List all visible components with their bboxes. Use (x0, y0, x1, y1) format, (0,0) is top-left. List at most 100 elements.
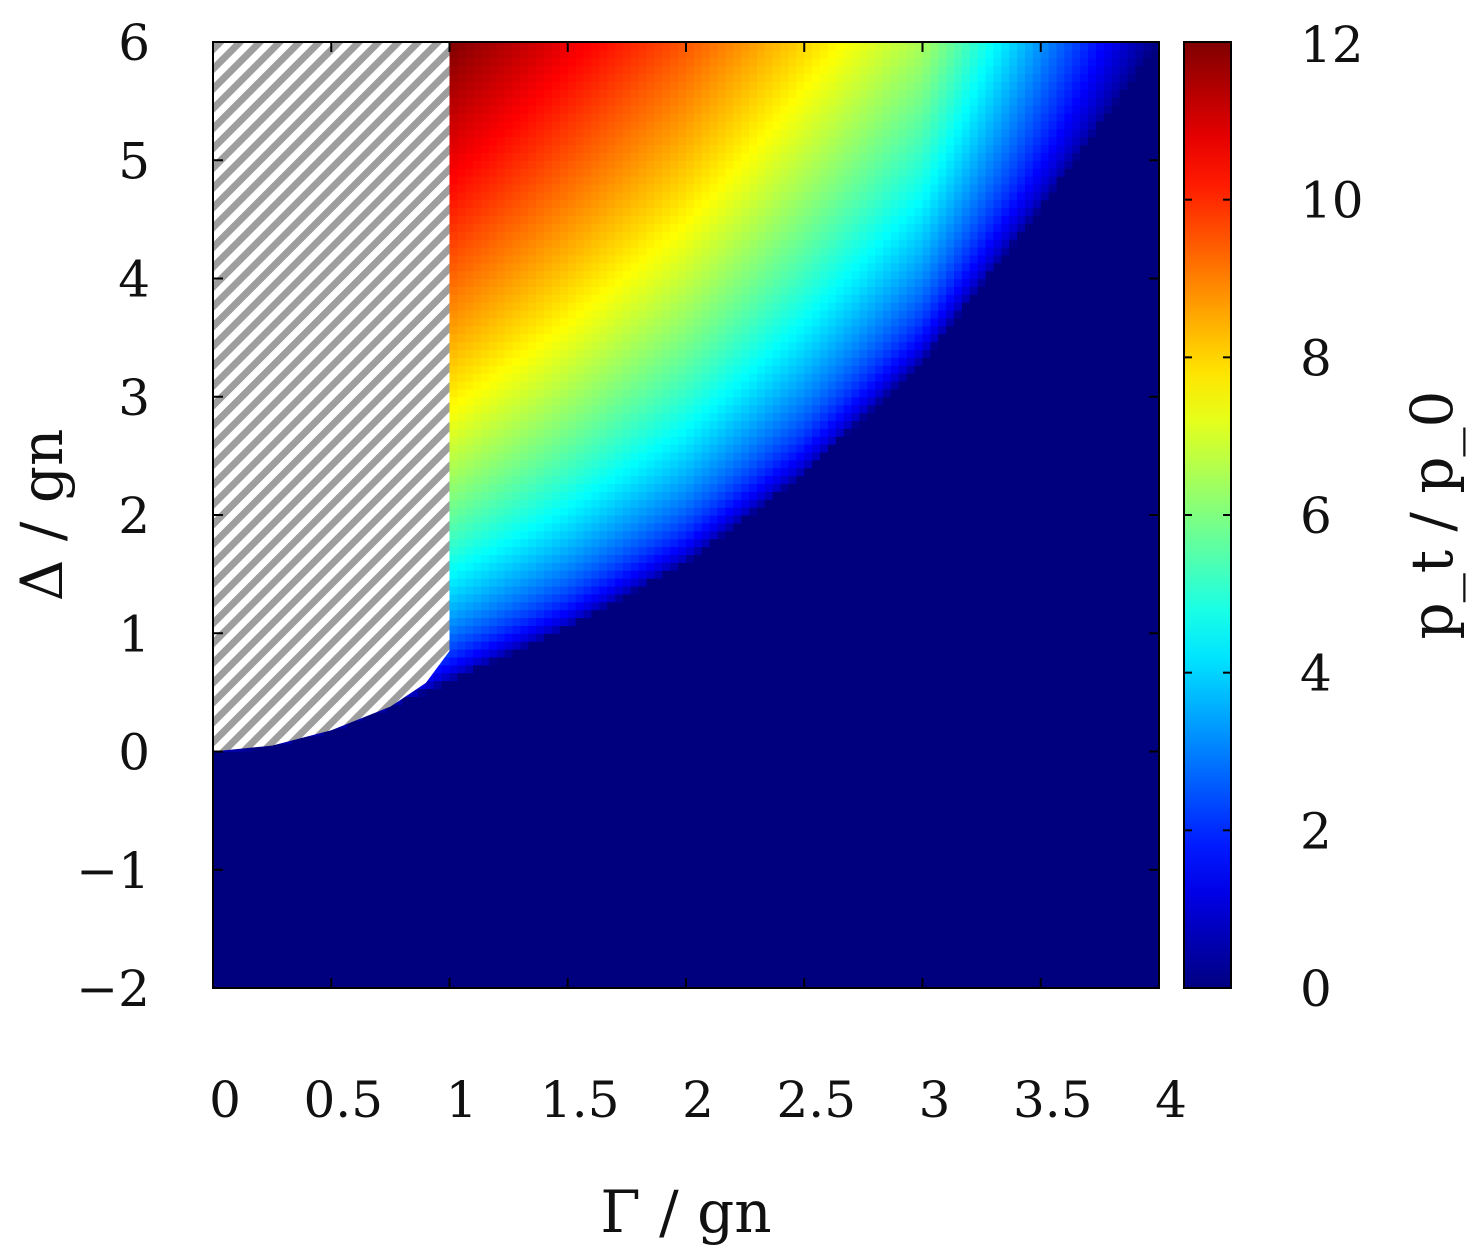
heatmap-cell (536, 798, 545, 808)
heatmap-cell (496, 759, 506, 768)
heatmap-cell (496, 89, 506, 98)
heatmap-cell (465, 57, 474, 67)
heatmap-cell (425, 838, 435, 847)
heatmap-cell (536, 743, 545, 753)
heatmap-cell (528, 775, 537, 784)
heatmap-cell (528, 349, 537, 358)
heatmap-cell (370, 861, 380, 871)
heatmap-cell (244, 980, 254, 988)
heatmap-cell (504, 735, 514, 745)
heatmap-cell (528, 696, 537, 705)
heatmap-cell (496, 625, 506, 634)
heatmap-cell (520, 428, 529, 437)
heatmap-cell (528, 814, 537, 824)
heatmap-cell (449, 254, 458, 264)
heatmap-cell (315, 759, 324, 768)
heatmap-cell (354, 759, 364, 768)
heatmap-cell (481, 396, 490, 406)
heatmap-cell (457, 751, 466, 760)
heatmap-cell (457, 451, 466, 461)
heatmap-cell (347, 783, 356, 792)
heatmap-cell (488, 136, 498, 146)
heatmap-cell (378, 719, 388, 729)
heatmap-cell (528, 215, 537, 224)
heatmap-cell (291, 940, 301, 950)
heatmap-cell (465, 254, 474, 264)
heatmap-cell (504, 428, 514, 437)
heatmap-cell (457, 885, 466, 894)
heatmap-cell (260, 940, 269, 950)
heatmap-cell (433, 972, 443, 981)
heatmap-cell (528, 302, 537, 311)
heatmap-cell (520, 806, 529, 816)
heatmap-cell (299, 869, 309, 879)
heatmap-cell (252, 822, 261, 831)
heatmap-cell (473, 570, 482, 579)
heatmap-cell (520, 436, 529, 445)
heatmap-cell (228, 751, 238, 760)
heatmap-cell (276, 948, 285, 958)
heatmap-cell (260, 909, 269, 918)
heatmap-cell (465, 948, 474, 958)
heatmap-cell (425, 893, 435, 902)
plot-area (213, 42, 1159, 988)
heatmap-cell (441, 688, 451, 697)
heatmap-cell (260, 783, 269, 792)
heatmap-cell (504, 932, 514, 942)
heatmap-cell (520, 199, 529, 209)
heatmap-cell (386, 806, 395, 816)
heatmap-cell (236, 980, 246, 988)
heatmap-cell (481, 727, 490, 737)
heatmap-cell (354, 727, 364, 737)
heatmap-cell (512, 231, 522, 240)
heatmap-cell (457, 317, 466, 327)
heatmap-cell (504, 199, 514, 209)
heatmap-cell (457, 136, 466, 146)
heatmap-cell (323, 727, 332, 737)
heatmap-cell (536, 972, 545, 981)
heatmap-cell (213, 885, 222, 894)
heatmap-cell (473, 176, 482, 185)
heatmap-cell (496, 656, 506, 666)
heatmap-cell (331, 940, 340, 950)
heatmap-cell (504, 278, 514, 287)
heatmap-cell (449, 404, 458, 414)
heatmap-cell (276, 972, 285, 981)
heatmap-cell (481, 853, 490, 863)
heatmap-cell (299, 743, 309, 753)
heatmap-cell (481, 176, 490, 185)
heatmap-cell (252, 932, 261, 942)
heatmap-cell (504, 136, 514, 146)
heatmap-cell (213, 853, 222, 863)
heatmap-cell (504, 641, 514, 650)
heatmap-cell (244, 814, 254, 824)
heatmap-cell (520, 530, 529, 540)
heatmap-cell (520, 325, 529, 335)
heatmap-cell (481, 814, 490, 824)
heatmap-cell (362, 759, 372, 768)
heatmap-cell (449, 570, 458, 579)
heatmap-cell (512, 475, 522, 485)
heatmap-cell (496, 160, 506, 169)
heatmap-cell (536, 712, 545, 721)
heatmap-cell (410, 940, 419, 950)
heatmap-cell (512, 239, 522, 248)
heatmap-cell (457, 388, 466, 398)
heatmap-cell (504, 924, 514, 934)
heatmap-cell (457, 152, 466, 161)
heatmap-cell (488, 152, 498, 161)
heatmap-cell (520, 286, 529, 295)
heatmap-cell (481, 373, 490, 382)
heatmap-cell (410, 696, 419, 705)
heatmap-cell (315, 806, 324, 816)
heatmap-cell (488, 270, 498, 280)
heatmap-cell (449, 790, 458, 800)
heatmap-cell (504, 57, 514, 67)
heatmap-cell (496, 112, 506, 122)
heatmap-cell (536, 727, 545, 737)
heatmap-cell (504, 191, 514, 201)
heatmap-cell (394, 846, 403, 855)
heatmap-cell (213, 924, 222, 934)
heatmap-cell (520, 57, 529, 67)
heatmap-cell (457, 357, 466, 366)
